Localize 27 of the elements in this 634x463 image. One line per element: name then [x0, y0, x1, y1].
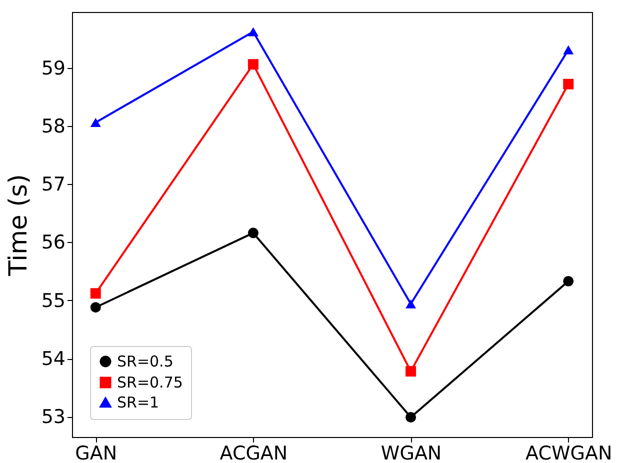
point [563, 45, 574, 54]
point [563, 78, 574, 90]
legend-label: SR=0.75 [117, 374, 183, 392]
x-tick-label: ACWGAN [526, 442, 612, 463]
point [90, 118, 101, 128]
y-tick-label: 54 [41, 348, 66, 370]
point [248, 27, 258, 36]
x-tick-label: WGAN [380, 442, 442, 463]
y-tick-label: 59 [41, 57, 66, 80]
legend-label: SR=1 [117, 394, 160, 412]
point [90, 302, 101, 313]
y-tick-label: 58 [41, 115, 66, 138]
x-tick-label: GAN [75, 442, 118, 463]
y-tick-label: 56 [41, 232, 66, 254]
y-tick-label: 55 [41, 290, 66, 312]
x-tick-label: ACGAN [220, 442, 288, 463]
y-tick-label: 57 [41, 174, 66, 196]
point [90, 288, 101, 299]
point [248, 59, 258, 70]
y-axis-title: Time (s) [3, 174, 32, 277]
point [406, 299, 416, 308]
point [248, 228, 258, 238]
point [406, 366, 416, 377]
y-tick-label: 53 [41, 406, 66, 428]
point [406, 412, 416, 422]
point [563, 276, 574, 286]
legend-label: SR=0.5 [117, 352, 174, 370]
